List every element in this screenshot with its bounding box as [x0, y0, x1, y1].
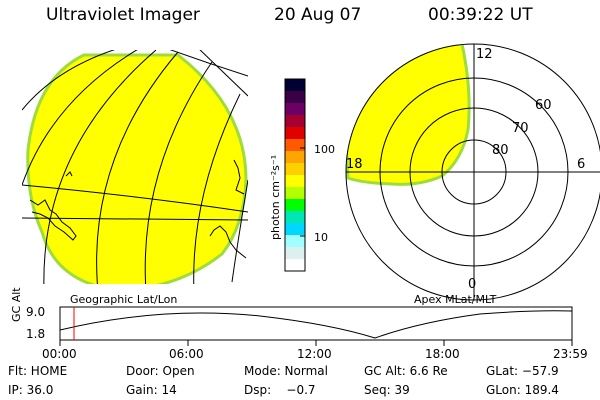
color-bar-segment	[285, 103, 305, 116]
color-bar-segment	[285, 235, 305, 248]
geographic-panel	[22, 50, 248, 284]
observation-date: 20 Aug 07	[274, 5, 362, 25]
observation-time: 00:39:22 UT	[428, 5, 533, 25]
color-bar-segment	[285, 91, 305, 104]
color-bar-segment	[285, 223, 305, 236]
color-bar-segment	[285, 187, 305, 200]
color-bar-segment	[285, 211, 305, 224]
status-dsp: Dsp: −0.7	[244, 383, 316, 397]
altitude-ymin: 1.8	[26, 327, 46, 341]
longitude-lines	[22, 50, 248, 284]
status-ip: IP: 36.0	[8, 383, 54, 397]
color-bar-label-10: 10	[314, 231, 328, 244]
altitude-plot-frame	[59, 306, 573, 341]
status-mode: Mode: Normal	[244, 364, 328, 378]
color-bar-unit-label: photon cm⁻²s⁻¹	[269, 155, 282, 240]
polar-panel-label: Apex MLat/MLT	[414, 293, 497, 306]
time-tick-label-3: 18:00	[425, 347, 460, 361]
altitude-ymax: 9.0	[26, 305, 46, 319]
auroral-emission-polar	[346, 44, 471, 186]
mlt-label-12: 12	[476, 47, 493, 62]
altitude-plot	[59, 306, 573, 346]
color-bar	[285, 79, 305, 272]
color-bar-segment	[285, 247, 305, 260]
color-bar-segment	[285, 115, 305, 128]
time-tick-label-4: 23:59	[553, 347, 588, 361]
instrument-title: Ultraviolet Imager	[46, 5, 200, 25]
auroral-emission-geo	[26, 53, 248, 284]
polar-panel: 12 18 6 0 60 70 80	[345, 43, 600, 301]
mlat-label-70: 70	[512, 121, 529, 136]
color-bar-segment	[285, 199, 305, 212]
status-gain: Gain: 14	[126, 383, 177, 397]
status-flight: Flt: HOME	[8, 364, 68, 378]
color-bar-segment	[285, 175, 305, 188]
status-gc-alt: GC Alt: 6.6 Re	[364, 364, 448, 378]
color-bar-label-100: 100	[314, 143, 335, 156]
color-bar-segment	[285, 79, 305, 92]
color-bar-segment	[285, 127, 305, 140]
time-ticks	[59, 340, 573, 346]
time-tick-label-2: 12:00	[297, 347, 332, 361]
mlat-label-60: 60	[535, 98, 552, 113]
mlt-label-6: 6	[577, 157, 585, 172]
status-door: Door: Open	[126, 364, 195, 378]
mlt-label-0: 0	[468, 277, 476, 292]
color-bar-segment	[285, 163, 305, 176]
color-bar-segment	[285, 139, 305, 152]
altitude-curve	[59, 310, 573, 339]
status-glat: GLat: −57.9	[486, 364, 559, 378]
status-glon: GLon: 189.4	[486, 383, 559, 397]
altitude-axis-label: GC Alt	[10, 287, 23, 322]
time-tick-label-0: 00:00	[42, 347, 77, 361]
status-seq: Seq: 39	[364, 383, 410, 397]
color-bar-frame	[284, 78, 306, 272]
coastline	[29, 159, 247, 259]
time-tick-label-1: 06:00	[169, 347, 204, 361]
mlat-label-80: 80	[492, 143, 509, 158]
geo-panel-label: Geographic Lat/Lon	[70, 293, 178, 306]
mlt-label-18: 18	[346, 157, 363, 172]
color-bar-segment	[285, 151, 305, 164]
color-bar-segment	[285, 259, 305, 272]
